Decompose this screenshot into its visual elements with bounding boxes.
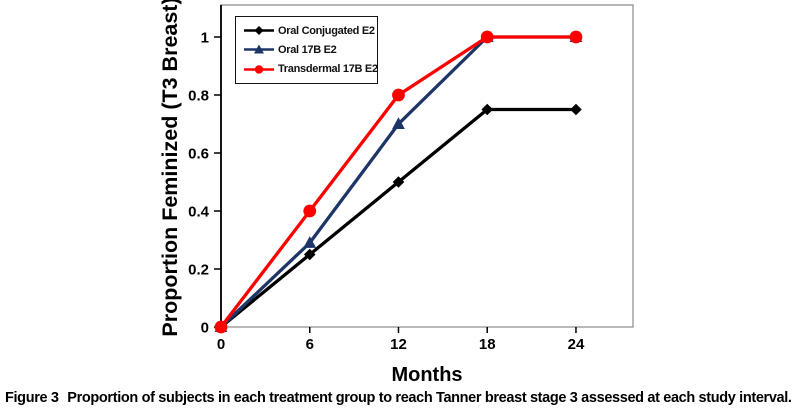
circle-marker-icon (254, 65, 264, 74)
x-tick-label: 12 (390, 336, 407, 353)
data-marker-circle-transdermal-17b-e2 (392, 88, 405, 102)
y-tick-label: 0.6 (188, 146, 209, 163)
figure-caption-label: Figure 3 (5, 390, 59, 406)
legend-swatch-red-circle (244, 65, 274, 74)
figure-caption-text: Proportion of subjects in each treatment… (67, 390, 792, 406)
triangle-marker-icon (254, 44, 264, 54)
diamond-marker-icon (254, 26, 264, 36)
legend-item-oral-conjugated-e2: Oral Conjugated E2 (243, 24, 375, 37)
y-axis-title: Proportion Feminized (T3 Breast) (158, 0, 182, 337)
legend-item-oral-17b-e2: Oral 17B E2 (243, 43, 375, 56)
data-marker-diamond-oral-conjugated-e2 (481, 103, 494, 116)
data-marker-circle-transdermal-17b-e2 (480, 30, 494, 44)
legend-label: Transdermal 17B E2 (278, 63, 378, 76)
data-marker-circle-transdermal-17b-e2 (303, 204, 317, 218)
data-marker-diamond-oral-conjugated-e2 (392, 176, 405, 188)
series-line-oral-conjugated-e2 (219, 107, 578, 329)
data-marker-circle-transdermal-17b-e2 (569, 30, 583, 44)
x-tick-label: 6 (306, 336, 314, 353)
legend-label: Oral Conjugated E2 (278, 24, 375, 37)
data-marker-circle-transdermal-17b-e2 (214, 320, 228, 334)
y-tick-label: 1 (201, 30, 209, 47)
figure-caption: Figure 3 Proportion of subjects in each … (5, 390, 792, 406)
legend-swatch-black-diamond (244, 26, 274, 36)
data-marker-diamond-oral-conjugated-e2 (303, 248, 316, 261)
y-tick-label: 0 (201, 320, 209, 337)
y-tick-label: 0.2 (188, 262, 209, 279)
data-marker-triangle-oral-17b-e2 (303, 236, 317, 248)
x-tick-label: 18 (479, 336, 496, 353)
data-marker-diamond-oral-conjugated-e2 (570, 103, 582, 116)
chart-legend: Oral Conjugated E2 Oral 17B E2 Transderm… (235, 16, 378, 84)
x-tick-label: 24 (568, 336, 585, 353)
x-tick-label: 0 (217, 336, 225, 353)
legend-swatch-blue-triangle (244, 44, 274, 54)
x-axis-title: Months (391, 364, 462, 386)
y-tick-label: 0.8 (188, 88, 209, 105)
line-chart: 0 0.2 0.4 0.6 0.8 1 0 6 12 18 24 Proportion Feminiz… (158, 0, 634, 386)
legend-item-transdermal-17b-e2: Transdermal 17B E2 (243, 63, 378, 76)
legend-label: Oral 17B E2 (278, 43, 337, 56)
y-tick-label: 0.4 (188, 204, 210, 221)
data-marker-triangle-oral-17b-e2 (392, 117, 405, 129)
